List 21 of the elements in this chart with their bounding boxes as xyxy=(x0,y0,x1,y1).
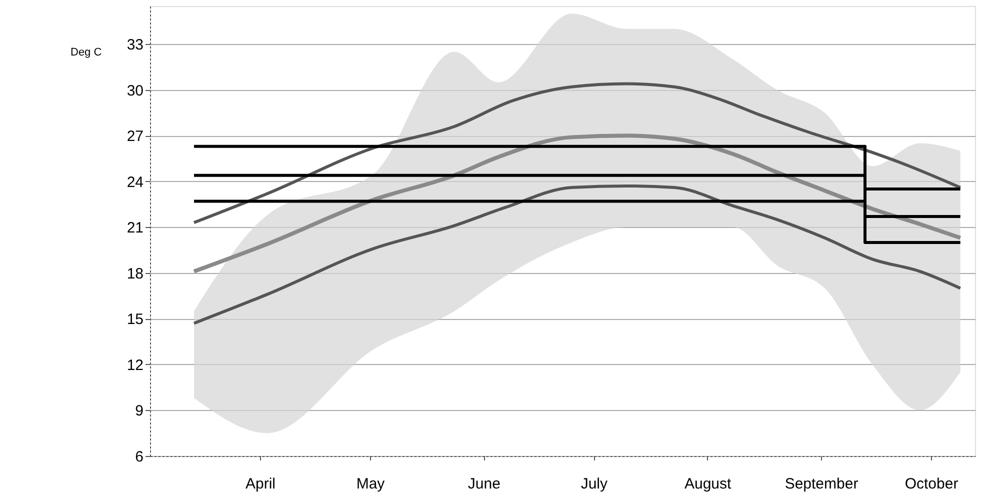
y-tick-label: 27 xyxy=(126,128,144,146)
x-tick-label: August xyxy=(684,476,732,492)
x-tick-label: September xyxy=(784,476,858,492)
y-tick-label: 15 xyxy=(126,311,144,328)
x-tick-label: May xyxy=(356,476,386,492)
y-tick-label: 21 xyxy=(126,220,144,237)
y-tick-label: 33 xyxy=(126,36,144,54)
x-tick-label: July xyxy=(580,476,608,492)
y-tick-label: 12 xyxy=(126,356,144,374)
y-tick-label: 18 xyxy=(126,265,144,282)
line-series xyxy=(192,184,962,325)
line-series xyxy=(192,134,962,274)
y-tick-label: 9 xyxy=(135,402,144,420)
x-tick-label: April xyxy=(245,476,276,492)
x-tick-label: October xyxy=(904,476,958,492)
y-tick-label: 24 xyxy=(126,174,144,191)
line-series xyxy=(192,82,962,224)
x-tick-label: June xyxy=(468,476,500,492)
y-tick-label: 6 xyxy=(135,448,144,466)
y-axis-title: Deg C xyxy=(70,46,102,58)
y-tick-label: 30 xyxy=(126,82,144,100)
